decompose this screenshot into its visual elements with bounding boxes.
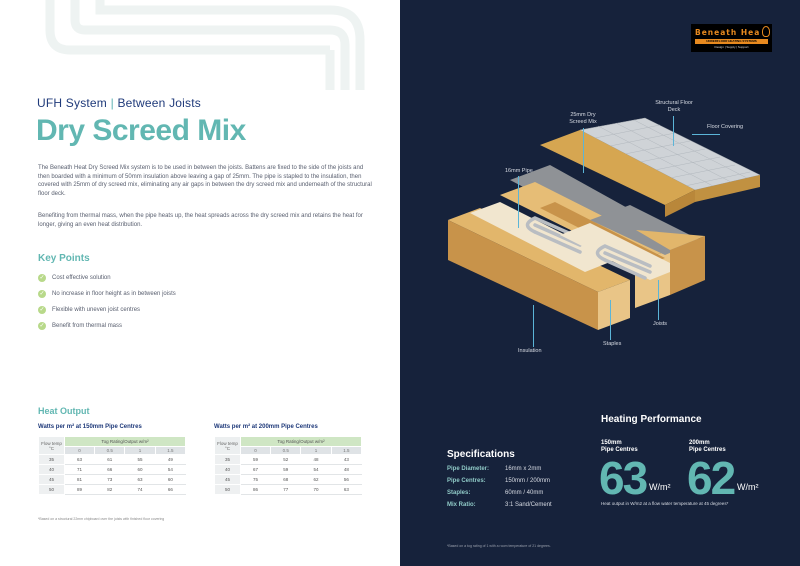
tog-value: 0 [239,446,272,455]
callout-structural-floor-deck: Structural Floor Deck [655,100,693,113]
flow-temp-header: Flow temp °C [214,436,241,455]
table-caption-150: Watts per m² at 150mm Pipe Centres [38,424,142,430]
table-row: 45 81 73 63 60 [38,474,187,485]
list-item: ✓ No increase in floor height as in betwe… [38,290,176,298]
pipe-centres-label-200: 200mm Pipe Centres [689,440,726,453]
intro-paragraph: The Beneath Heat Dry Screed Mix system i… [38,165,372,198]
heating-performance-note: Heat output in W/m2 at a flow water temp… [601,501,729,506]
logo-sub: Design | Supply | Support [714,45,749,49]
table-row: 40 71 66 60 54 [38,464,187,475]
tog-value: 0.5 [94,446,126,455]
table-row: 35 59 52 48 43 [214,454,363,465]
decorative-lines [45,0,365,90]
thermal-paragraph: Benefiting from thermal mass, when the p… [38,213,363,228]
check-icon: ✓ [38,274,46,282]
heat-value-200: 62 [687,452,736,504]
logo-tagline: UNDERFLOOR HEATING SYSTEMS [695,39,768,44]
callout-16mm-pipe: 16mm Pipe [505,168,533,174]
tog-value: 1 [124,446,156,455]
callout-leader [658,280,659,320]
table-row: 35 63 61 55 49 [38,454,187,465]
callout-floor-covering: Floor Covering [707,124,744,130]
heat-value-150: 63 [599,452,648,504]
floor-cross-section-illustration [448,117,761,330]
table-caption-200: Watts per m² at 200mm Pipe Centres [214,424,318,430]
key-points-list: ✓ Cost effective solution ✓ No increase in… [38,270,176,334]
tog-value: 1.5 [154,446,187,455]
table-row: 40 67 59 54 48 [214,464,363,475]
heat-output-heading: Heat Output [38,406,90,416]
callout-leader [533,305,534,347]
callout-staples: Staples [603,341,622,347]
callout-leader [692,134,720,135]
tog-header: Tog Rating/Output w/m² [63,436,187,447]
heat-output-table-150: Flow temp °C Tog Rating/Output w/m² 0 0.… [38,436,187,495]
callout-leader [518,176,519,228]
tog-value: 0.5 [270,446,302,455]
list-item: ✓ Cost effective solution [38,274,111,282]
table-row: 50 89 82 74 66 [38,484,187,495]
callout-leader [673,116,674,146]
flame-icon [762,26,770,37]
heat-output-table-200: Flow temp °C Tog Rating/Output w/m² 0 0.… [214,436,363,495]
footnote-right: *Based on a tog rating of 1 with a room … [447,544,551,548]
callout-insulation: Insulation [518,348,542,354]
brand-logo: Beneath Hea UNDERFLOOR HEATING SYSTEMS D… [691,24,772,52]
page-subtitle: UFH System | Between Joists [37,96,201,110]
logo-wordmark: Beneath Hea [695,28,761,37]
tog-header: Tog Rating/Output w/m² [239,436,363,447]
tog-value: 0 [63,446,96,455]
heat-unit-200: W/m² [737,482,759,492]
heat-unit-150: W/m² [649,482,671,492]
callout-joists: Joists [653,321,668,327]
pipe-centres-label-150: 150mm Pipe Centres [601,440,638,453]
table-row: 45 75 68 62 56 [214,474,363,485]
table-row: 50 86 77 70 63 [214,484,363,495]
callout-dry-screed: 25mm Dry Screed Mix [569,112,597,125]
left-page: UFH System | Between Joists Dry Screed M… [36,0,372,521]
page-title: Dry Screed Mix [36,114,246,147]
tog-value: 1.5 [330,446,363,455]
key-points-heading: Key Points [38,253,90,264]
flow-temp-header: Flow temp °C [38,436,65,455]
spec-row: Staples: 60mm / 40mm [447,490,544,496]
callout-leader [610,300,611,340]
tog-value: 1 [300,446,332,455]
right-page: Beneath Hea UNDERFLOOR HEATING SYSTEMS D… [400,0,800,566]
spec-row: Pipe Diameter: 16mm x 2mm [447,466,542,472]
footnote-left: *Based on a structural 22mm chipboard ov… [38,517,165,521]
heating-performance-heading: Heating Performance [601,414,702,425]
list-item: ✓ Benefit from thermal mass [38,322,123,330]
spec-row: Pipe Centres: 150mm / 200mm [447,478,551,484]
check-icon: ✓ [38,322,46,330]
check-icon: ✓ [38,306,46,314]
callout-leader [583,128,584,173]
list-item: ✓ Flexible with uneven joist centres [38,306,141,314]
specifications-heading: Specifications [447,449,515,460]
check-icon: ✓ [38,290,46,298]
spec-row: Mix Ratio: 3:1 Sand/Cement [447,502,552,508]
